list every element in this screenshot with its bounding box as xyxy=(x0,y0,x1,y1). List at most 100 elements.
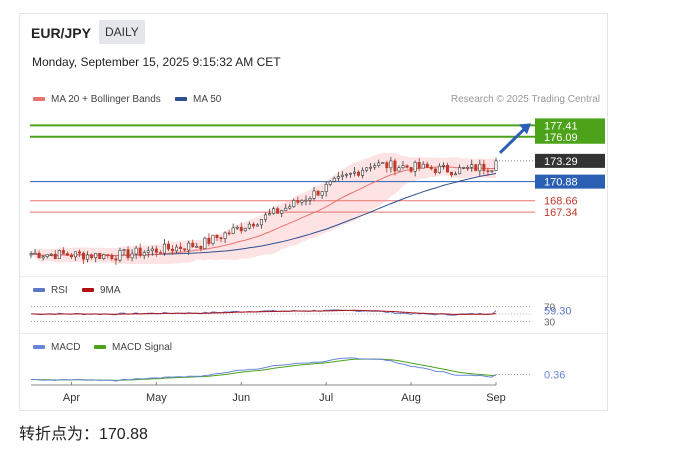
legend-rsi: RSI xyxy=(33,285,68,296)
candle-body xyxy=(373,165,377,168)
candle-body xyxy=(29,253,33,256)
candle-body xyxy=(191,242,195,248)
candle-body xyxy=(231,227,235,234)
rsi-ma-line xyxy=(31,309,497,315)
projection-arrow-shaft xyxy=(498,127,527,154)
candle-body xyxy=(369,166,373,169)
candle-body xyxy=(199,246,203,249)
chart-datetime: Monday, September 15, 2025 9:15:32 AM CE… xyxy=(32,55,281,69)
candle-body xyxy=(78,251,82,254)
x-label-Aug: Aug xyxy=(401,392,421,404)
legend-macd-signal-swatch xyxy=(94,345,106,350)
candle-body xyxy=(328,181,332,185)
candle-body xyxy=(421,163,425,169)
legend-macd-swatch xyxy=(33,345,45,350)
candle-body xyxy=(288,206,292,209)
candle-body xyxy=(41,256,45,259)
candle-body xyxy=(486,170,490,172)
candle-body xyxy=(332,177,336,182)
candle-body xyxy=(175,246,179,252)
candle-body xyxy=(417,162,421,169)
x-label-Jul: Jul xyxy=(319,392,333,404)
value-tag-176.09 xyxy=(535,129,605,144)
macd-separator xyxy=(20,333,607,334)
candle-body xyxy=(336,176,340,179)
candle-body xyxy=(94,253,98,259)
candle-body xyxy=(102,254,106,260)
candle-body xyxy=(365,167,369,171)
candle-body xyxy=(86,254,90,260)
candle-body xyxy=(158,252,162,254)
candle-body xyxy=(397,167,401,172)
candle-body xyxy=(134,247,138,255)
candle-body xyxy=(146,250,150,253)
pivot-footer: 转折点为：170.88 xyxy=(19,426,148,443)
legend-ma20-label: MA 20 + Bollinger Bands xyxy=(51,94,161,105)
value-tag-177.41 xyxy=(535,118,605,133)
candle-body xyxy=(53,253,57,259)
candle-body xyxy=(235,226,239,229)
legend-macd-signal: MACD Signal xyxy=(94,342,172,353)
candle-body xyxy=(142,252,146,256)
value-label-168.66: 168.66 xyxy=(544,196,578,208)
candle-body xyxy=(381,162,385,164)
candle-body xyxy=(187,242,191,251)
candle-body xyxy=(61,250,65,254)
legend-macd-label: MACD xyxy=(51,342,81,353)
rsi-level-label-30: 30 xyxy=(544,317,556,328)
candle-body xyxy=(122,249,126,251)
candle-body xyxy=(82,252,86,260)
candle-body xyxy=(138,247,142,256)
candle-body xyxy=(340,174,344,177)
candle-body xyxy=(308,198,312,201)
x-label-May: May xyxy=(146,392,167,404)
candle-body xyxy=(450,171,454,176)
candle-body xyxy=(106,254,110,256)
value-tag-170.88 xyxy=(535,174,605,189)
rsi-level-label-70: 70 xyxy=(544,303,556,314)
research-credit: Research © 2025 Trading Central xyxy=(450,94,600,105)
candle-body xyxy=(33,252,37,255)
candle-body xyxy=(110,255,114,260)
interval-badge[interactable]: DAILY xyxy=(99,20,145,44)
legend-ma50: MA 50 xyxy=(175,94,221,105)
value-label-176.09: 176.09 xyxy=(544,132,578,144)
candle-body xyxy=(389,160,393,169)
candle-body xyxy=(462,167,466,169)
legend-ma50-swatch xyxy=(175,97,187,102)
candle-body xyxy=(49,253,53,256)
candle-body xyxy=(243,227,247,232)
macd-line xyxy=(30,357,497,382)
candle-body xyxy=(320,191,324,196)
candle-body xyxy=(126,249,130,259)
candle-body xyxy=(292,200,296,207)
value-tag-173.29 xyxy=(535,153,605,168)
candle-body xyxy=(429,167,433,170)
candle-body xyxy=(437,165,441,173)
candle-body xyxy=(454,173,458,176)
candle-body xyxy=(154,248,158,253)
candle-body xyxy=(45,254,49,257)
candle-body xyxy=(490,170,494,172)
candle-body xyxy=(73,251,77,258)
candle-body xyxy=(268,213,272,216)
candle-body xyxy=(162,243,166,254)
legend-rsi-label: RSI xyxy=(51,285,68,296)
candle-body xyxy=(179,246,183,250)
candle-body xyxy=(207,237,211,244)
candle-body xyxy=(130,253,134,259)
legend-rsi-swatch xyxy=(33,288,45,293)
candle-body xyxy=(259,219,263,226)
x-label-Apr: Apr xyxy=(63,392,80,404)
macd-signal-line xyxy=(31,358,497,381)
rsi-separator xyxy=(20,276,607,277)
candle-body xyxy=(98,253,102,260)
candle-body xyxy=(344,173,348,176)
candle-body xyxy=(470,164,474,168)
candle-body xyxy=(405,165,409,168)
candle-body xyxy=(211,234,215,244)
candle-body xyxy=(203,237,207,249)
candle-body xyxy=(300,200,304,203)
value-label-170.88: 170.88 xyxy=(544,177,578,189)
